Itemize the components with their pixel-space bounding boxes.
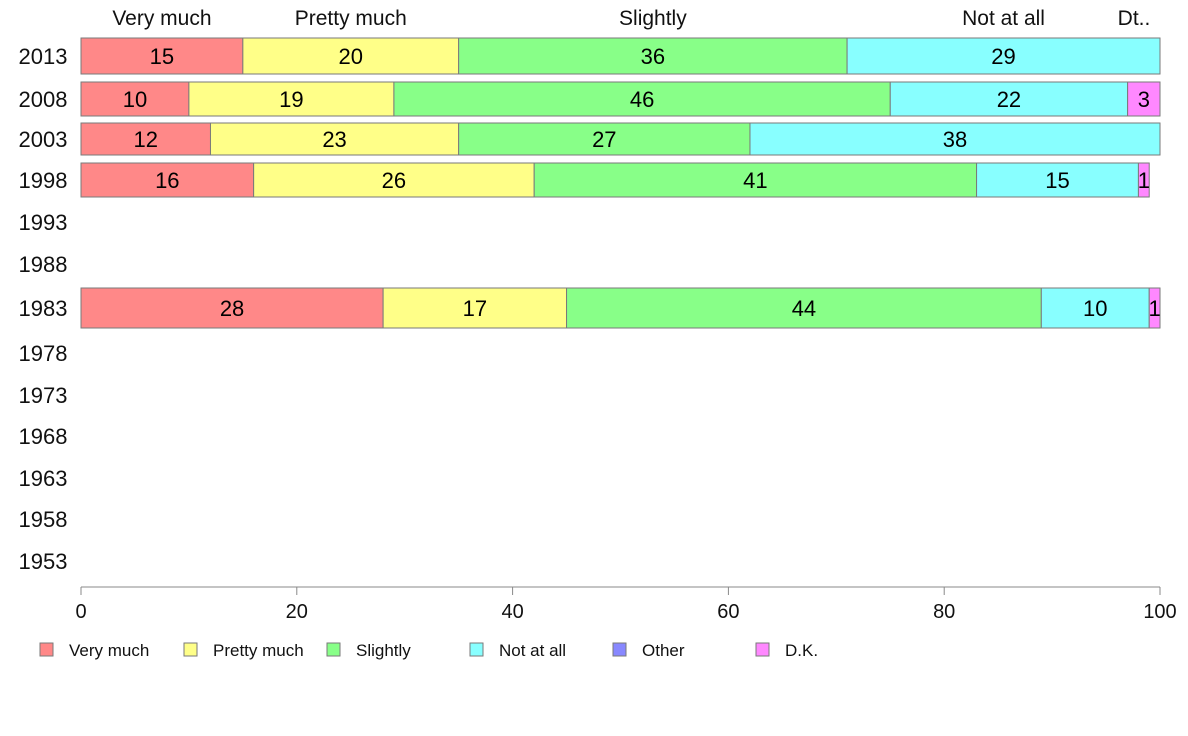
data-label: 46 <box>630 87 654 112</box>
data-label: 16 <box>155 168 179 193</box>
bar-segment <box>749 122 1161 156</box>
bar-segment <box>393 81 891 117</box>
bar-segment <box>533 162 978 198</box>
top-category-label: Slightly <box>619 7 687 30</box>
bar-segment <box>80 122 211 156</box>
data-label: 44 <box>792 296 816 321</box>
x-tick-label: 0 <box>75 601 86 623</box>
year-tick-label: 2003 <box>19 127 68 152</box>
bar-segment <box>458 37 848 75</box>
bar-segment <box>458 122 751 156</box>
data-label: 36 <box>641 44 665 69</box>
top-category-label: Pretty much <box>295 7 407 30</box>
x-tick-label: 100 <box>1143 601 1176 623</box>
data-label: 41 <box>743 168 767 193</box>
year-tick-label: 1978 <box>19 341 68 366</box>
data-label: 1 <box>1148 296 1160 321</box>
x-tick-label: 80 <box>933 601 955 623</box>
bar-segment <box>242 37 460 75</box>
data-label: 27 <box>592 127 616 152</box>
bar-segment <box>1148 287 1161 329</box>
bar-segment <box>80 81 190 117</box>
data-label: 38 <box>943 127 967 152</box>
bar-segment <box>1127 81 1161 117</box>
bar-segment <box>976 162 1139 198</box>
legend-swatch <box>469 642 484 657</box>
bar-segment <box>846 37 1161 75</box>
year-tick-label: 2008 <box>19 87 68 112</box>
legend-label: Slightly <box>356 641 411 660</box>
year-tick-label: 2013 <box>19 44 68 69</box>
legend-label: Not at all <box>499 641 566 660</box>
data-label: 23 <box>322 127 346 152</box>
bar-segment <box>188 81 395 117</box>
data-label: 22 <box>997 87 1021 112</box>
x-tick-label: 20 <box>286 601 308 623</box>
legend-swatch <box>39 642 54 657</box>
data-label: 29 <box>991 44 1015 69</box>
year-tick-label: 1953 <box>19 549 68 574</box>
bar-segment <box>80 37 244 75</box>
x-tick-label: 60 <box>717 601 739 623</box>
data-label: 19 <box>279 87 303 112</box>
year-tick-label: 1993 <box>19 210 68 235</box>
year-tick-label: 1973 <box>19 383 68 408</box>
legend-swatch <box>326 642 341 657</box>
data-label: 17 <box>463 296 487 321</box>
year-tick-label: 1958 <box>19 507 68 532</box>
data-label: 1 <box>1138 168 1150 193</box>
bar-segment <box>382 287 568 329</box>
bar-segment <box>80 162 255 198</box>
data-label: 28 <box>220 296 244 321</box>
legend-label: Pretty much <box>213 641 304 660</box>
legend-swatch <box>755 642 770 657</box>
data-label: 15 <box>150 44 174 69</box>
year-tick-label: 1968 <box>19 424 68 449</box>
data-label: 12 <box>133 127 157 152</box>
top-category-label: Very much <box>112 7 211 30</box>
data-label: 26 <box>382 168 406 193</box>
legend-label: Other <box>642 641 685 660</box>
year-tick-label: 1983 <box>19 296 68 321</box>
data-label: 15 <box>1045 168 1069 193</box>
year-tick-label: 1998 <box>19 168 68 193</box>
bar-segment <box>1137 162 1150 198</box>
legend-swatch <box>183 642 198 657</box>
data-label: 20 <box>339 44 363 69</box>
data-label: 10 <box>1083 296 1107 321</box>
top-category-label: Not at all <box>962 7 1045 30</box>
data-label: 10 <box>123 87 147 112</box>
bar-segment <box>889 81 1129 117</box>
legend-swatch <box>612 642 627 657</box>
legend-label: Very much <box>69 641 149 660</box>
x-tick-label: 40 <box>501 601 523 623</box>
top-category-label: Dt.. <box>1118 7 1151 30</box>
bar-segment <box>80 287 384 329</box>
year-tick-label: 1963 <box>19 466 68 491</box>
year-tick-label: 1988 <box>19 252 68 277</box>
legend-label: D.K. <box>785 641 818 660</box>
data-label: 3 <box>1138 87 1150 112</box>
